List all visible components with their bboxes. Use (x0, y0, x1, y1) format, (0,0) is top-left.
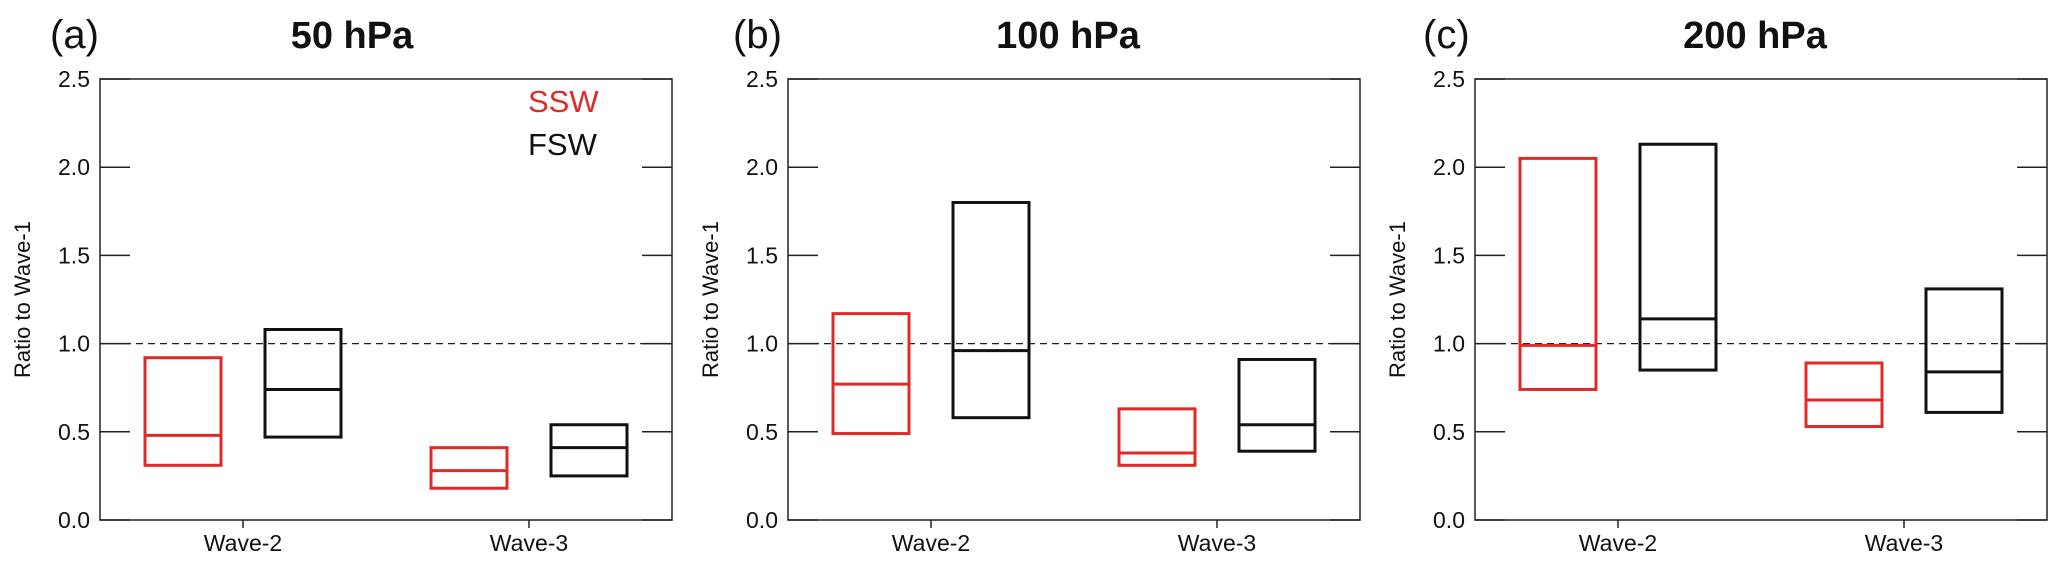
fsw-box-wave-3 (549, 423, 629, 478)
y-tick-label: 0.5 (1433, 419, 1465, 445)
panel-label: (c) (1423, 13, 1470, 57)
y-tick-label: 1.0 (58, 331, 90, 357)
x-category-label: Wave-2 (1579, 530, 1657, 556)
plot-frame (99, 78, 673, 521)
y-tick-label: 2.0 (1433, 154, 1465, 180)
y-tick-label: 0.0 (1433, 507, 1465, 533)
panel-title: 200 hPa (1683, 15, 1828, 57)
ssw-box-wave-2 (831, 312, 911, 436)
x-category-label: Wave-2 (204, 530, 282, 556)
fsw-box-wave-3 (1237, 357, 1317, 453)
y-axis-label: Ratio to Wave-1 (1385, 221, 1410, 378)
plot-frame (1474, 78, 2048, 521)
y-tick-label: 0.0 (58, 507, 90, 533)
panel-label: (a) (50, 13, 99, 57)
x-category-label: Wave-3 (1865, 530, 1943, 556)
y-tick-label: 2.5 (1433, 66, 1465, 92)
ssw-box-wave-2 (143, 356, 223, 467)
fsw-box-wave-2 (1638, 142, 1718, 372)
y-tick-label: 2.5 (746, 66, 778, 92)
panel-label: (b) (733, 13, 782, 57)
y-axis-label: Ratio to Wave-1 (698, 221, 723, 378)
ssw-box-wave-2 (1518, 156, 1598, 391)
panel-title: 50 hPa (291, 15, 414, 57)
y-tick-label: 2.0 (746, 154, 778, 180)
panel-title: 100 hPa (996, 15, 1141, 57)
legend-ssw: SSW (528, 84, 599, 119)
y-axis-label: Ratio to Wave-1 (10, 221, 35, 378)
y-tick-label: 0.0 (746, 507, 778, 533)
x-category-label: Wave-3 (490, 530, 568, 556)
fsw-box-wave-2 (951, 200, 1031, 420)
x-category-label: Wave-2 (892, 530, 970, 556)
fsw-box-wave-2 (263, 327, 343, 439)
y-tick-label: 1.5 (58, 242, 90, 268)
y-tick-label: 2.5 (58, 66, 90, 92)
y-tick-label: 1.5 (746, 242, 778, 268)
y-tick-label: 0.5 (58, 419, 90, 445)
y-tick-label: 2.0 (58, 154, 90, 180)
fsw-box-wave-3 (1924, 287, 2004, 414)
y-tick-label: 0.5 (746, 419, 778, 445)
legend-fsw: FSW (528, 127, 598, 162)
plot-frame (787, 78, 1361, 521)
y-tick-label: 1.0 (746, 331, 778, 357)
y-tick-label: 1.0 (1433, 331, 1465, 357)
y-tick-label: 1.5 (1433, 242, 1465, 268)
ssw-box-wave-3 (1804, 361, 1884, 429)
ssw-box-wave-3 (429, 446, 509, 490)
x-category-label: Wave-3 (1178, 530, 1256, 556)
ssw-box-wave-3 (1117, 407, 1197, 467)
